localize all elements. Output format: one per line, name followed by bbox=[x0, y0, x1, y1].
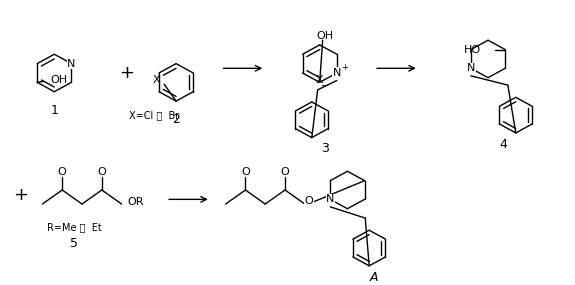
Text: HO: HO bbox=[464, 44, 481, 55]
Text: −: − bbox=[321, 81, 329, 91]
Text: R=Me 或  Et: R=Me 或 Et bbox=[47, 222, 101, 233]
Text: N: N bbox=[67, 59, 76, 69]
Text: N: N bbox=[333, 68, 341, 78]
Text: O: O bbox=[241, 167, 250, 177]
Text: O: O bbox=[58, 167, 67, 177]
Text: 5: 5 bbox=[70, 237, 78, 250]
Text: +: + bbox=[119, 64, 134, 82]
Text: OR: OR bbox=[128, 197, 144, 207]
Text: OH: OH bbox=[50, 76, 67, 86]
Text: 3: 3 bbox=[321, 142, 328, 155]
Text: 2: 2 bbox=[172, 113, 180, 126]
Text: X: X bbox=[152, 76, 160, 86]
Text: X=Cl 或  Br: X=Cl 或 Br bbox=[129, 110, 179, 120]
Text: N: N bbox=[333, 68, 341, 78]
Text: O: O bbox=[304, 196, 313, 206]
Text: N: N bbox=[326, 194, 335, 204]
Text: +: + bbox=[13, 186, 28, 204]
Text: A: A bbox=[370, 270, 378, 284]
Text: X: X bbox=[315, 76, 323, 86]
Text: 1: 1 bbox=[51, 104, 58, 117]
Text: O: O bbox=[97, 167, 106, 177]
Text: 4: 4 bbox=[499, 138, 507, 151]
Text: +: + bbox=[342, 63, 348, 72]
Text: N: N bbox=[467, 63, 475, 73]
Text: O: O bbox=[281, 167, 289, 177]
Text: OH: OH bbox=[316, 30, 333, 40]
